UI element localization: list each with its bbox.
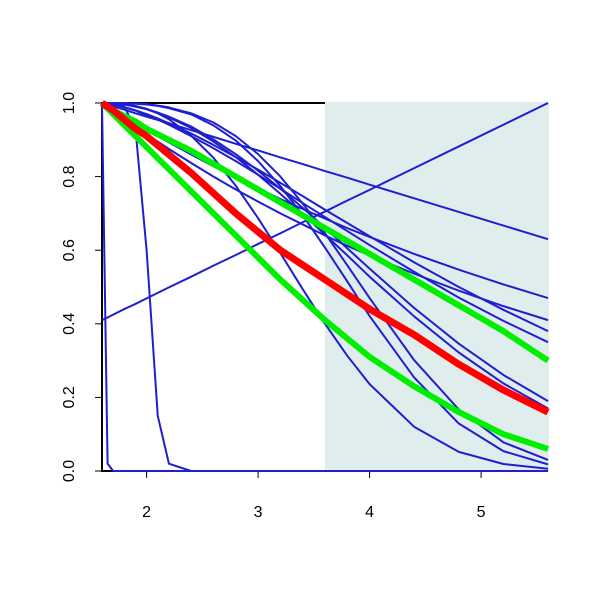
x-tick-label: 5 <box>477 504 486 521</box>
y-tick-label: 1.0 <box>61 92 78 114</box>
y-tick-label: 0.2 <box>61 386 78 408</box>
y-tick-label: 0.6 <box>61 239 78 261</box>
series-line <box>100 100 550 416</box>
y-tick-label: 0.4 <box>61 313 78 335</box>
series-line <box>102 102 549 466</box>
series-line <box>102 102 548 472</box>
series-line <box>102 102 549 470</box>
x-tick-label: 2 <box>142 504 151 521</box>
y-tick-label: 0.8 <box>61 165 78 187</box>
x-tick-label: 4 <box>365 504 374 521</box>
series-line <box>100 100 550 364</box>
series-line <box>99 100 549 452</box>
series-line <box>101 102 549 344</box>
x-tick-label: 3 <box>254 504 263 521</box>
series-line <box>101 102 549 241</box>
y-tick-label: 0.0 <box>61 460 78 482</box>
series-line <box>101 102 549 322</box>
